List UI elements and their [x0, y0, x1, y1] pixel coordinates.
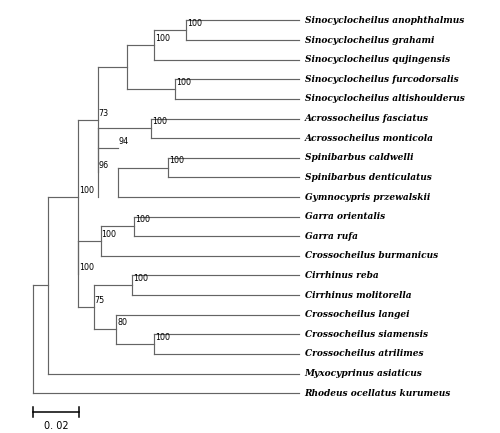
Text: 0. 02: 0. 02	[44, 421, 68, 431]
Text: Gymnocypris przewalskii: Gymnocypris przewalskii	[304, 193, 430, 201]
Text: 80: 80	[118, 318, 128, 327]
Text: Crossocheilus siamensis: Crossocheilus siamensis	[304, 330, 428, 339]
Text: Myxocyprinus asiaticus: Myxocyprinus asiaticus	[304, 369, 422, 378]
Text: Cirrhinus reba: Cirrhinus reba	[304, 271, 378, 280]
Text: 100: 100	[186, 19, 202, 28]
Text: 100: 100	[154, 34, 170, 43]
Text: 100: 100	[102, 230, 116, 239]
Text: 96: 96	[99, 162, 109, 170]
Text: Sinocyclocheilus qujingensis: Sinocyclocheilus qujingensis	[304, 55, 450, 64]
Text: 100: 100	[135, 215, 150, 224]
Text: Sinocyclocheilus altishoulderus: Sinocyclocheilus altishoulderus	[304, 94, 464, 103]
Text: Spinibarbus denticulatus: Spinibarbus denticulatus	[304, 173, 432, 182]
Text: Crossocheilus atrilimes: Crossocheilus atrilimes	[304, 349, 424, 359]
Text: 100: 100	[79, 186, 94, 195]
Text: 94: 94	[119, 137, 129, 146]
Text: 75: 75	[95, 296, 105, 305]
Text: 100: 100	[176, 78, 191, 87]
Text: Acrossocheilus monticola: Acrossocheilus monticola	[304, 134, 434, 142]
Text: Spinibarbus caldwelli: Spinibarbus caldwelli	[304, 153, 413, 162]
Text: Sinocyclocheilus grahami: Sinocyclocheilus grahami	[304, 36, 434, 45]
Text: Cirrhinus molitorella: Cirrhinus molitorella	[304, 291, 412, 300]
Text: 100: 100	[152, 117, 167, 126]
Text: Rhodeus ocellatus kurumeus: Rhodeus ocellatus kurumeus	[304, 389, 451, 397]
Text: Garra rufa: Garra rufa	[304, 232, 358, 241]
Text: 100: 100	[134, 274, 148, 283]
Text: 100: 100	[154, 333, 170, 342]
Text: Sinocyclocheilus anophthalmus: Sinocyclocheilus anophthalmus	[304, 16, 464, 25]
Text: Acrossocheilus fasciatus: Acrossocheilus fasciatus	[304, 114, 429, 123]
Text: Sinocyclocheilus furcodorsalis: Sinocyclocheilus furcodorsalis	[304, 75, 458, 84]
Text: 100: 100	[79, 263, 94, 272]
Text: 73: 73	[99, 109, 109, 118]
Text: 100: 100	[170, 156, 184, 165]
Text: Crossocheilus langei: Crossocheilus langei	[304, 310, 409, 319]
Text: Crossocheilus burmanicus: Crossocheilus burmanicus	[304, 252, 438, 260]
Text: Garra orientalis: Garra orientalis	[304, 212, 385, 221]
